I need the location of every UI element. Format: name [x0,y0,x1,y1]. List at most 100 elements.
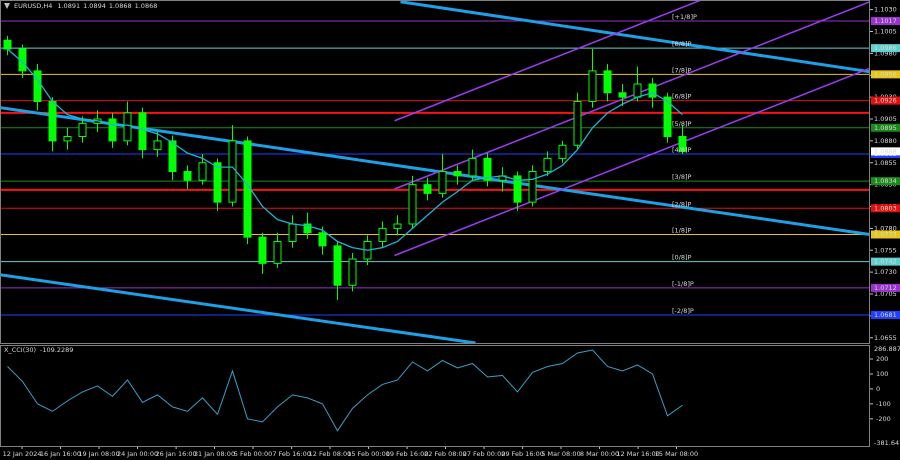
header-icon [4,3,10,9]
candle-body [633,83,642,98]
candle-body [528,171,537,203]
last-price-badge [871,147,900,156]
x-tick-label: 5 Feb 00:00 [234,450,273,458]
y-tick-label: 1.0855 [874,159,897,167]
header-value: 1.0868 [109,2,132,10]
candle-body [558,144,567,159]
murrey-label: [8/8]P [672,40,692,48]
murrey-label: [0/8]P [672,254,692,262]
murrey-label: [-2/8]P [672,307,694,315]
main-frame [0,0,870,344]
x-tick-label: 16 Jan 16:00 [40,450,81,458]
y-tick-label: 1.0730 [874,268,897,276]
candle-body [573,101,582,146]
x-tick-label: 15 Feb 00:00 [347,450,390,458]
cci-tick-label: -200 [876,415,891,423]
candle-body [588,70,597,102]
murrey-label: [1/8]P [672,227,692,235]
murrey-label: [+1/8]P [672,13,697,21]
candle-body [33,70,42,102]
x-tick-label: 27 Feb 00:00 [463,450,506,458]
cci-current: -109.2289 [40,346,73,354]
y-tick-label: 1.0980 [874,49,897,57]
candle-body [153,140,162,151]
candle-body [348,258,357,286]
x-tick-label: 12 Jan 2024 [3,450,42,458]
level-badge [871,96,900,105]
candle-body [648,83,657,98]
murrey-label: [4/8]P [672,146,692,154]
x-tick-label: 22 Feb 08:00 [424,450,467,458]
trend-line [394,0,704,122]
candle-body [453,171,462,177]
candle-body [3,39,12,50]
candle-body [333,245,342,286]
level-badge-label: 1.0773 [874,231,897,239]
candle-body [303,223,312,234]
main-plot [0,0,870,343]
candle-body [513,175,522,203]
candle-body [183,171,192,181]
x-tick-label: 12 Feb 08:00 [309,450,352,458]
level-badge-label: 1.0956 [874,70,897,78]
candle-body [228,140,237,203]
cci-tick-label: -100 [876,400,891,408]
level-badge-label: 1.0986 [874,44,897,52]
murrey-label: [7/8]P [672,66,692,74]
candle-body [288,223,297,242]
murrey-label: [3/8]P [672,173,692,181]
murrey-label: [2/8]P [672,200,692,208]
candle-body [273,241,282,264]
candle-body [318,232,327,247]
level-badge [871,283,900,292]
y-tick-label: 1.0905 [874,115,897,123]
level-badge [871,257,900,266]
trend-line [394,1,870,190]
chart-header: EURUSD,H4 1.0891 1.0894 1.0868 1.0868 [14,2,157,10]
level-badge [871,17,900,25]
candle-body [618,92,627,98]
candle-body [378,227,387,242]
level-badge-label: 1.0681 [874,311,897,319]
symbol: EURUSD,H4 [14,2,52,10]
candle-body [138,112,147,151]
y-tick-label: 1.1030 [874,6,897,14]
trend-line [400,0,870,74]
x-tick-label: 8 Mar 00:00 [580,450,619,458]
candle-body [258,236,267,264]
candle-body [663,96,672,137]
y-tick-label: 1.0655 [874,334,897,342]
x-tick-label: 29 Feb 16:00 [501,450,544,458]
header-value: 1.0868 [135,2,158,10]
candle-body [483,157,492,181]
level-badge [871,177,900,186]
level-badge [871,123,900,132]
candle-body [78,122,87,137]
candle-body [408,184,417,225]
y-tick-label: 1.0780 [874,224,897,232]
header-value: 1.0891 [57,2,80,10]
murrey-label: [6/8]P [672,93,692,101]
trend-line [0,273,476,343]
header-value: 1.0894 [83,2,106,10]
cci-line [7,349,683,432]
level-badge-label: 1.0834 [874,177,897,185]
candle-body [603,70,612,94]
cci-tick-label: 100 [876,370,888,378]
y-tick-label: 1.0755 [874,246,897,254]
candle-body [543,157,552,172]
candle-body [423,184,432,194]
level-badge [871,44,900,53]
level-badge-label: 1.0712 [874,284,897,292]
murrey-label: [5/8]P [672,120,692,128]
candle-body [393,223,402,229]
level-badge-label: 1.0895 [874,124,897,132]
y-tick-label: 1.0705 [874,290,897,298]
x-tick-label: 24 Jan 00:00 [117,450,158,458]
level-badge [871,311,900,319]
level-badge-label: 1.0926 [874,97,897,105]
x-tick-label: 19 Jan 08:00 [78,450,119,458]
candle-body [678,136,687,152]
